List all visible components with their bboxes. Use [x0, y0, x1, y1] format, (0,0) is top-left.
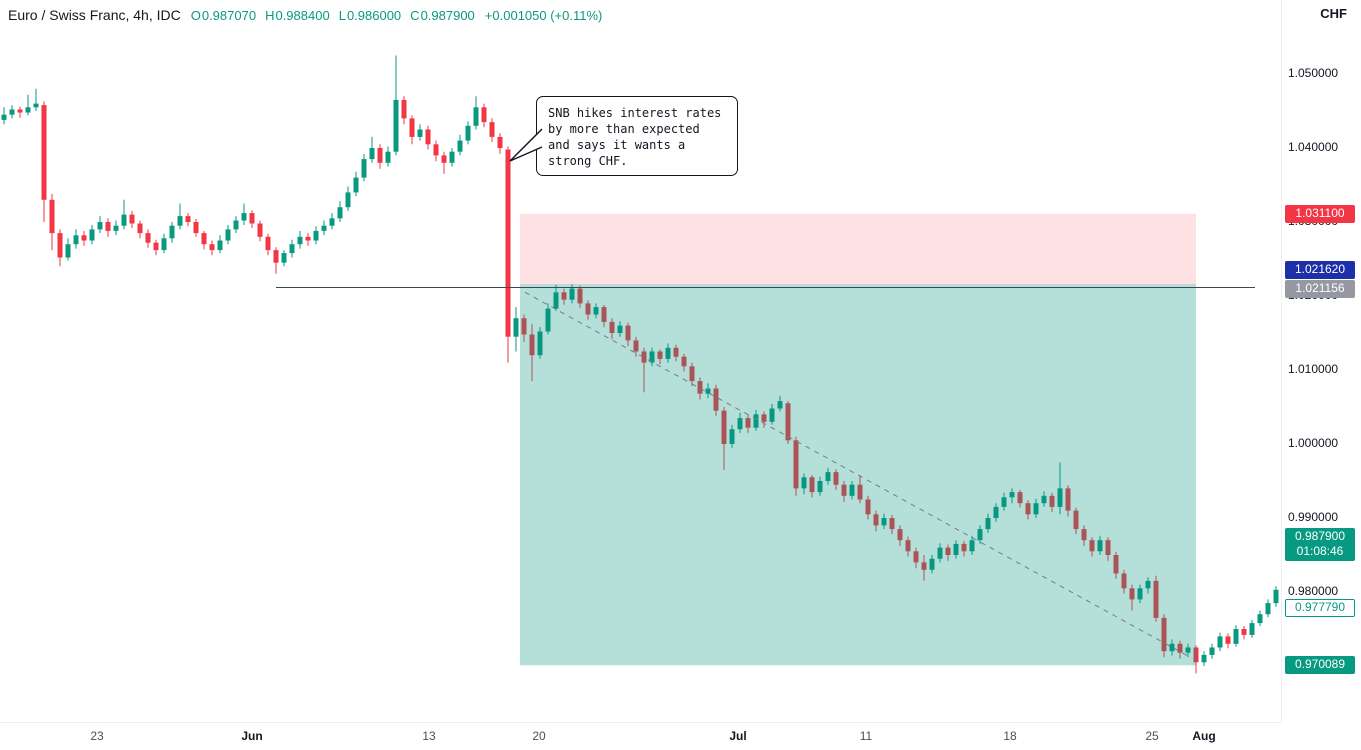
chart-legend: Euro / Swiss Franc, 4h, IDC O0.987070 H0… [8, 7, 602, 23]
price-axis[interactable]: 1.0500001.0400001.0300001.0200001.010000… [1281, 0, 1361, 722]
price-axis-label: 1.040000 [1288, 140, 1339, 154]
reward-zone[interactable] [520, 284, 1196, 666]
time-axis-label: 20 [532, 729, 546, 743]
risk-zone[interactable] [520, 213, 1196, 285]
open-value: O0.987070 [190, 8, 257, 23]
change-value: +0.001050 (+0.11%) [484, 8, 603, 23]
callout-text-line: SNB hikes interest rates [548, 106, 722, 120]
time-axis-label: 25 [1145, 729, 1159, 743]
price-axis-label: 0.980000 [1288, 584, 1339, 598]
time-axis-label: 18 [1003, 729, 1017, 743]
time-axis-label: Jun [241, 729, 263, 743]
callout-text-line: strong CHF. [548, 154, 628, 168]
low-value: L0.986000 [338, 8, 402, 23]
callout-annotation[interactable]: SNB hikes interest rates by more than ex… [536, 96, 738, 176]
price-axis-label: 1.050000 [1288, 66, 1339, 80]
entry-price-badge: 1.021620 [1285, 261, 1355, 279]
price-axis-label: 1.000000 [1288, 436, 1339, 450]
price-axis-label: 0.990000 [1288, 510, 1339, 524]
time-axis-label: Aug [1192, 729, 1216, 743]
time-axis[interactable]: 23 Jun 13 20 Jul 11 18 25 Aug [0, 722, 1281, 750]
last-price-badge: 0.987900 01:08:46 [1285, 527, 1355, 561]
callout-text-line: and says it wants a [548, 138, 686, 152]
callout-tail [509, 128, 543, 162]
stop-price-badge: 1.031100 [1285, 204, 1355, 223]
time-axis-label: Jul [729, 729, 747, 743]
time-axis-label: 13 [422, 729, 436, 743]
time-axis-label: 23 [90, 729, 104, 743]
ohlc-values: O0.987070 H0.988400 L0.986000 C0.987900 [191, 8, 475, 23]
close-value: C0.987900 [410, 8, 475, 23]
secondary-price-badge: 0.977790 [1285, 599, 1355, 618]
symbol-title[interactable]: Euro / Swiss Franc, 4h, IDC [8, 7, 181, 23]
price-axis-label: 1.010000 [1288, 362, 1339, 376]
candles [1, 55, 1279, 674]
ray-price-badge: 1.021156 [1285, 280, 1355, 299]
currency-toggle[interactable]: CHF [1320, 6, 1347, 21]
target-price-badge: 0.970089 [1285, 656, 1355, 675]
callout-text-line: by more than expected [548, 122, 700, 136]
time-axis-label: 11 [859, 729, 873, 743]
high-value: H0.988400 [265, 8, 330, 23]
chart-canvas[interactable] [0, 0, 1281, 722]
trend-line[interactable] [524, 291, 1189, 657]
